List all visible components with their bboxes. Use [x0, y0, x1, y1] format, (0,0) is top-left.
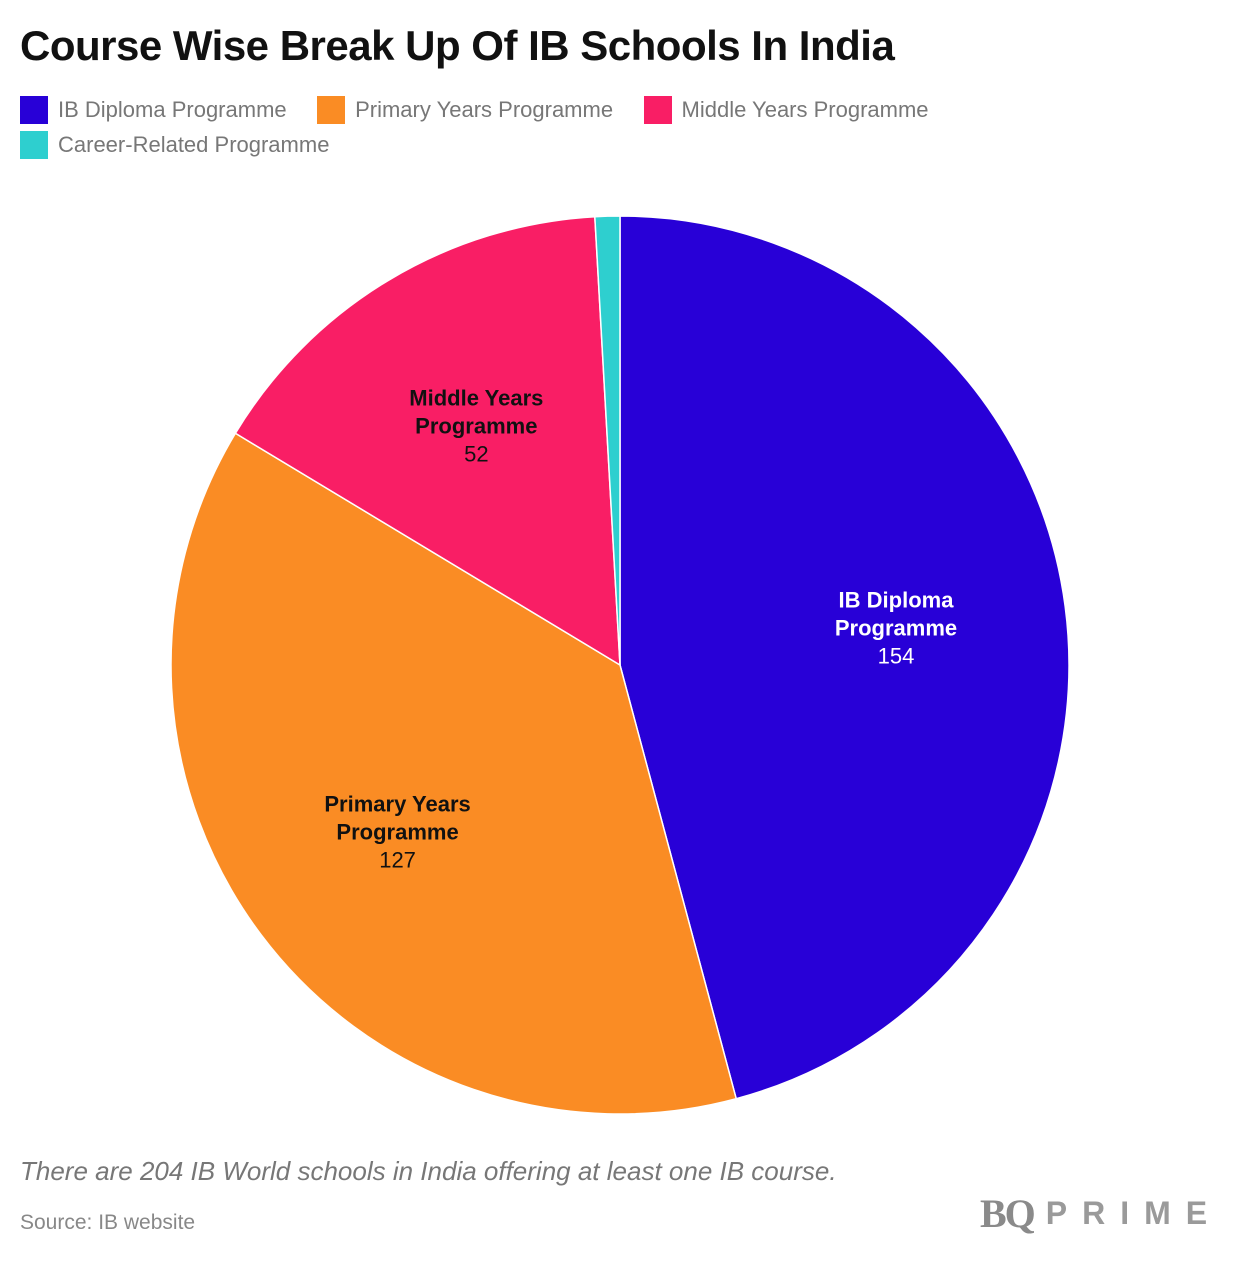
slice-label-middle-years-programme: Middle Years	[409, 386, 543, 411]
slice-value-middle-years-programme: 52	[464, 442, 488, 467]
slice-label-ib-diploma-programme: IB Diploma	[839, 588, 955, 613]
legend-label-primary-years: Primary Years Programme	[355, 97, 614, 122]
slice-label-primary-years-programme: Primary Years	[324, 791, 470, 816]
pie-slice-ib-diploma-programme[interactable]	[619, 215, 1070, 1100]
legend-item-middle-years[interactable]: Middle Years Programme	[643, 94, 929, 126]
pie-slice-career-related-programme[interactable]	[594, 215, 621, 666]
slice-label-ib-diploma-programme: Programme	[835, 616, 957, 641]
legend: IB Diploma Programme Primary Years Progr…	[20, 94, 1120, 164]
slice-label-middle-years-programme: Programme	[415, 414, 537, 439]
slice-label-primary-years-programme: Programme	[336, 819, 458, 844]
chart-title: Course Wise Break Up Of IB Schools In In…	[20, 22, 895, 69]
legend-item-primary-years[interactable]: Primary Years Programme	[317, 94, 613, 126]
legend-label-career-related: Career-Related Programme	[58, 132, 330, 157]
legend-swatch-ib-diploma	[20, 96, 48, 124]
legend-label-ib-diploma: IB Diploma Programme	[58, 97, 287, 122]
legend-label-middle-years: Middle Years Programme	[681, 97, 929, 122]
legend-item-career-related[interactable]: Career-Related Programme	[20, 129, 329, 161]
chart-note: There are 204 IB World schools in India …	[20, 1156, 837, 1186]
slice-value-ib-diploma-programme: 154	[878, 644, 915, 669]
legend-item-ib-diploma[interactable]: IB Diploma Programme	[20, 94, 287, 126]
legend-swatch-primary-years	[317, 96, 346, 124]
logo-prime-text: PRIME	[1045, 1195, 1223, 1231]
legend-swatch-middle-years	[643, 96, 672, 124]
pie-slice-middle-years-programme[interactable]	[234, 215, 621, 667]
pie-slice-primary-years-programme[interactable]	[170, 432, 738, 1115]
logo-bq-text: BQ	[980, 1191, 1036, 1236]
legend-swatch-career-related	[20, 131, 48, 159]
slice-value-primary-years-programme: 127	[379, 847, 416, 872]
chart-source: Source: IB website	[20, 1211, 196, 1234]
bq-prime-logo: BQ PRIME	[980, 1190, 1222, 1237]
